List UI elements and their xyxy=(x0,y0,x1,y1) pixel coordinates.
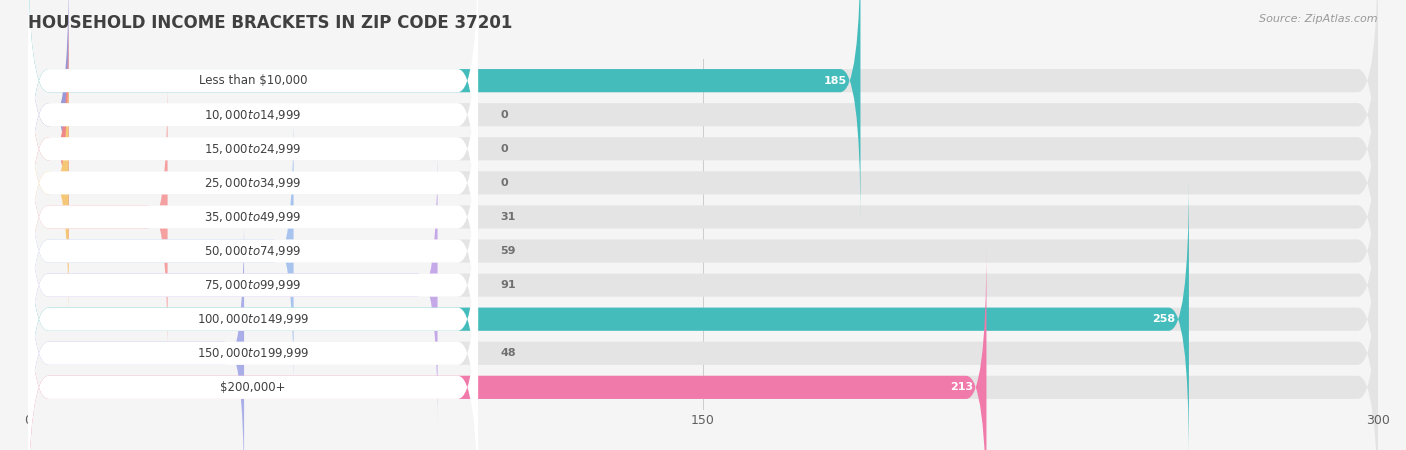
Text: 91: 91 xyxy=(501,280,516,290)
FancyBboxPatch shape xyxy=(28,246,1378,450)
FancyBboxPatch shape xyxy=(28,212,245,450)
Text: 0: 0 xyxy=(501,144,508,154)
FancyBboxPatch shape xyxy=(28,246,987,450)
Text: 48: 48 xyxy=(501,348,516,358)
Text: $150,000 to $199,999: $150,000 to $199,999 xyxy=(197,346,309,360)
FancyBboxPatch shape xyxy=(28,109,1378,393)
FancyBboxPatch shape xyxy=(28,75,167,359)
FancyBboxPatch shape xyxy=(28,109,478,393)
Text: $10,000 to $14,999: $10,000 to $14,999 xyxy=(204,108,302,122)
Text: 59: 59 xyxy=(501,246,516,256)
Text: $75,000 to $99,999: $75,000 to $99,999 xyxy=(204,278,302,292)
FancyBboxPatch shape xyxy=(28,7,1378,291)
FancyBboxPatch shape xyxy=(28,177,478,450)
FancyBboxPatch shape xyxy=(28,144,1378,427)
FancyBboxPatch shape xyxy=(28,0,69,256)
FancyBboxPatch shape xyxy=(28,177,1189,450)
FancyBboxPatch shape xyxy=(28,41,478,324)
FancyBboxPatch shape xyxy=(28,41,69,324)
Text: 185: 185 xyxy=(824,76,846,86)
FancyBboxPatch shape xyxy=(28,41,1378,324)
Text: $15,000 to $24,999: $15,000 to $24,999 xyxy=(204,142,302,156)
FancyBboxPatch shape xyxy=(28,0,1378,222)
Text: Source: ZipAtlas.com: Source: ZipAtlas.com xyxy=(1260,14,1378,23)
Text: $35,000 to $49,999: $35,000 to $49,999 xyxy=(204,210,302,224)
FancyBboxPatch shape xyxy=(28,0,1378,256)
FancyBboxPatch shape xyxy=(28,212,1378,450)
FancyBboxPatch shape xyxy=(28,0,478,222)
FancyBboxPatch shape xyxy=(28,75,478,359)
FancyBboxPatch shape xyxy=(28,109,294,393)
FancyBboxPatch shape xyxy=(28,0,478,256)
FancyBboxPatch shape xyxy=(28,7,478,291)
FancyBboxPatch shape xyxy=(28,0,860,222)
FancyBboxPatch shape xyxy=(28,246,478,450)
Text: $200,000+: $200,000+ xyxy=(221,381,285,394)
Text: 0: 0 xyxy=(501,110,508,120)
FancyBboxPatch shape xyxy=(28,144,437,427)
FancyBboxPatch shape xyxy=(28,75,1378,359)
FancyBboxPatch shape xyxy=(28,212,478,450)
Text: $100,000 to $149,999: $100,000 to $149,999 xyxy=(197,312,309,326)
Text: 213: 213 xyxy=(950,382,973,392)
Text: 258: 258 xyxy=(1153,314,1175,324)
Text: $50,000 to $74,999: $50,000 to $74,999 xyxy=(204,244,302,258)
Text: 0: 0 xyxy=(501,178,508,188)
Text: HOUSEHOLD INCOME BRACKETS IN ZIP CODE 37201: HOUSEHOLD INCOME BRACKETS IN ZIP CODE 37… xyxy=(28,14,513,32)
FancyBboxPatch shape xyxy=(28,177,1378,450)
FancyBboxPatch shape xyxy=(28,144,478,427)
Text: Less than $10,000: Less than $10,000 xyxy=(198,74,308,87)
Text: 31: 31 xyxy=(501,212,516,222)
Text: $25,000 to $34,999: $25,000 to $34,999 xyxy=(204,176,302,190)
FancyBboxPatch shape xyxy=(28,7,69,291)
